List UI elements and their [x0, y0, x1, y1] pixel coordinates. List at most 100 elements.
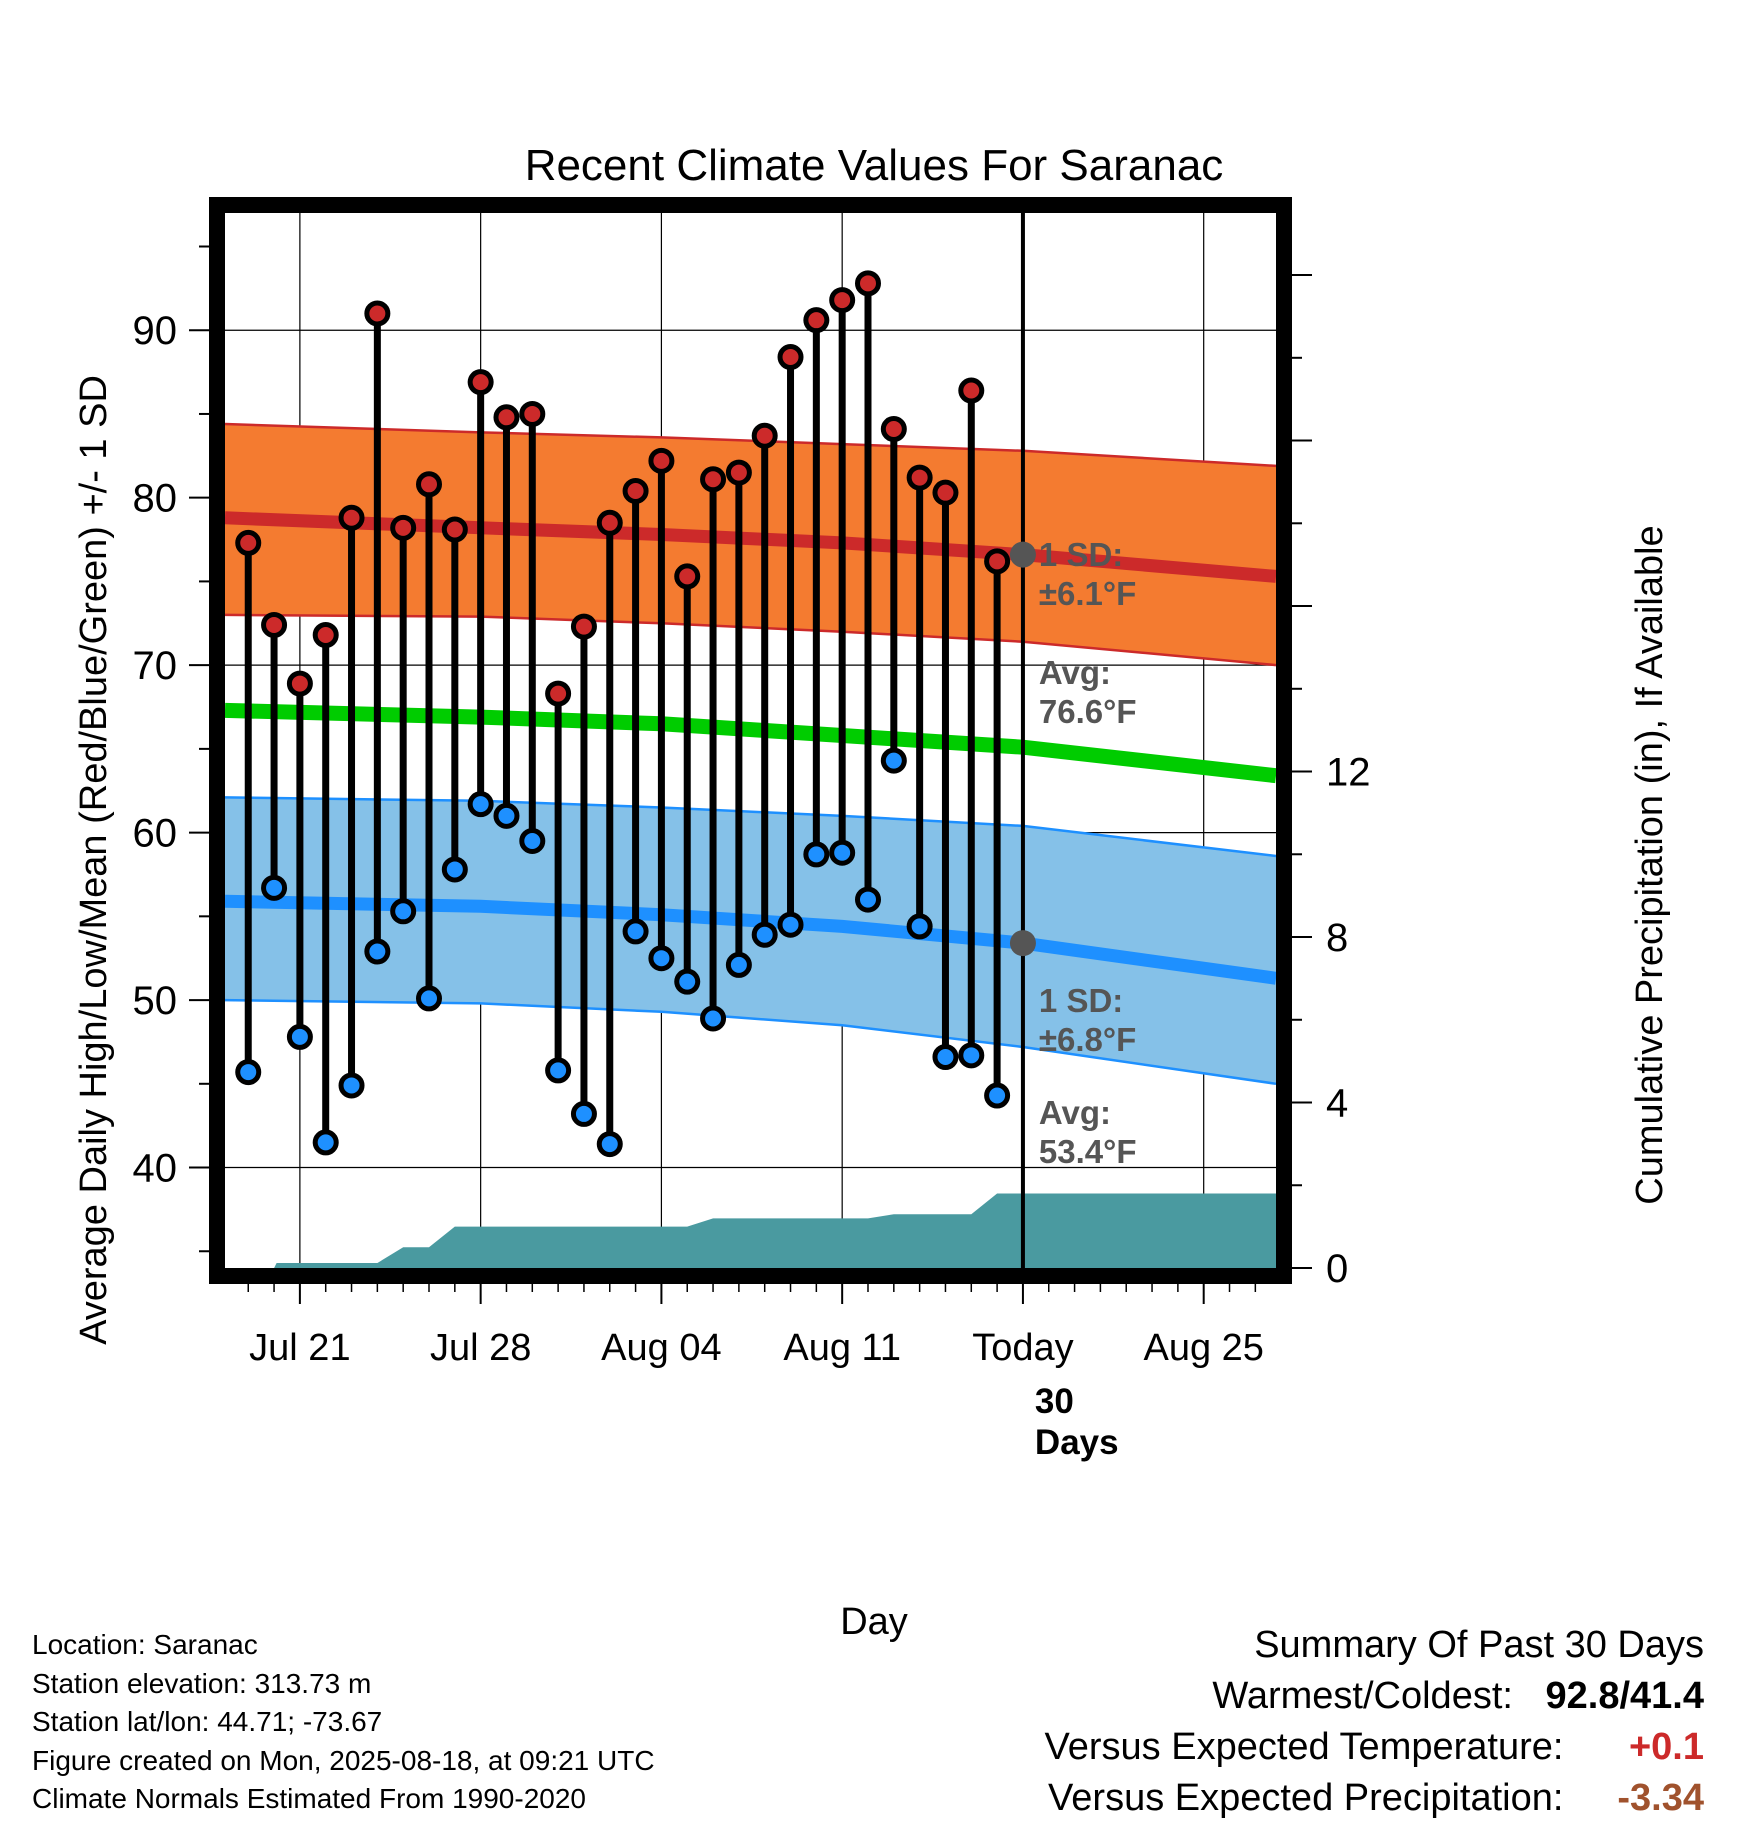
high-sd-upper-line: [224, 422, 1277, 468]
low-point: [390, 898, 417, 925]
y-tick-label: 60: [133, 812, 178, 856]
low-point: [700, 1005, 727, 1032]
low-point: [777, 911, 804, 938]
high-point: [441, 516, 468, 543]
low-point: [725, 951, 752, 978]
summary-warmest-label: Warmest/Coldest:: [1212, 1675, 1513, 1717]
high-point: [725, 459, 752, 486]
x-tick-label: Aug 25: [1143, 1327, 1263, 1369]
low-avg-value: 53.4°F: [1039, 1133, 1137, 1170]
info-elevation: Station elevation: 313.73 m: [32, 1667, 372, 1699]
high-point: [467, 369, 494, 396]
high-point: [854, 270, 881, 297]
high-avg-label: Avg:: [1039, 654, 1111, 691]
y-tick-label: 70: [133, 644, 178, 688]
low-point: [829, 839, 856, 866]
high-point: [751, 422, 778, 449]
high-point: [519, 400, 546, 427]
y-axis-label-right: Cumulative Precipitation (in), If Availa…: [1629, 525, 1671, 1204]
low-point: [286, 1023, 313, 1050]
y-tick-label: 50: [133, 979, 178, 1023]
high-point: [906, 464, 933, 491]
summary-temp-row: Versus Expected Temperature: +0.1: [1045, 1722, 1704, 1773]
y-tick-label: 80: [133, 477, 178, 521]
today-low-avg-point: [1009, 930, 1036, 957]
high-point: [984, 548, 1011, 575]
summary-precip-value: -3.34: [1617, 1777, 1704, 1819]
high-point: [390, 514, 417, 541]
high-sd-lower-line: [224, 613, 1277, 667]
low-point: [416, 985, 443, 1012]
low-point: [906, 913, 933, 940]
high-point: [829, 287, 856, 314]
x-tick-label: Aug 11: [783, 1327, 901, 1369]
summary-precip-label: Versus Expected Precipitation:: [1048, 1777, 1564, 1819]
high-point: [338, 504, 365, 531]
low-point: [519, 827, 546, 854]
x-axis-label: Day: [840, 1601, 908, 1643]
x-tick-label: Jul 21: [249, 1327, 350, 1369]
low-sd-upper-line: [224, 796, 1277, 858]
info-created: Figure created on Mon, 2025-08-18, at 09…: [32, 1744, 655, 1776]
high-sd-value: ±6.1°F: [1039, 575, 1136, 612]
x-tick-label: Today: [972, 1327, 1073, 1369]
high-point: [700, 466, 727, 493]
low-point: [958, 1042, 985, 1069]
plot-frame: [209, 197, 1292, 1284]
low-point: [364, 938, 391, 965]
low-point: [545, 1057, 572, 1084]
low-point: [622, 918, 649, 945]
low-point: [674, 968, 701, 995]
low-point: [467, 791, 494, 818]
daily-markers: [235, 270, 1011, 1158]
summary-warmest-value: 92.8/41.4: [1545, 1675, 1704, 1717]
low-point: [596, 1131, 623, 1158]
high-point: [803, 307, 830, 334]
low-point: [261, 874, 288, 901]
low-point: [493, 802, 520, 829]
info-latlon: Station lat/lon: 44.71; -73.67: [32, 1706, 383, 1737]
high-point: [648, 447, 675, 474]
summary-precip-row: Versus Expected Precipitation: -3.34: [1045, 1773, 1704, 1824]
high-point: [364, 300, 391, 327]
high-point: [545, 680, 572, 707]
high-sd-label: 1 SD:: [1039, 536, 1123, 573]
low-avg-line: [224, 894, 1277, 985]
high-point: [261, 611, 288, 638]
today-marker: [1009, 213, 1036, 1268]
summary-temp-value: +0.1: [1628, 1726, 1704, 1768]
high-point: [932, 479, 959, 506]
chart-title: Recent Climate Values For Saranac: [525, 141, 1224, 190]
high-point: [570, 613, 597, 640]
info-normals: Climate Normals Estimated From 1990-2020: [32, 1783, 586, 1814]
high-avg-value: 76.6°F: [1039, 693, 1137, 730]
station-info: Location: Saranac Station elevation: 313…: [32, 1626, 655, 1819]
precip-area: [225, 1193, 1276, 1268]
high-point: [596, 509, 623, 536]
x-tick-label: Jul 28: [430, 1327, 531, 1369]
low-point: [648, 945, 675, 972]
low-sd-value: ±6.8°F: [1039, 1021, 1136, 1058]
high-point: [622, 477, 649, 504]
low-point: [312, 1129, 339, 1156]
low-point: [441, 856, 468, 883]
days-label-number: 30: [1035, 1382, 1074, 1421]
high-point: [958, 377, 985, 404]
y-tick-label: 90: [133, 309, 178, 353]
high-point: [880, 416, 907, 443]
daily-range-stems: [244, 283, 1001, 1145]
low-avg-label: Avg:: [1039, 1094, 1111, 1131]
normal-bands: [224, 422, 1277, 1086]
low-point: [880, 747, 907, 774]
high-point: [235, 529, 262, 556]
summary-panel: Summary Of Past 30 Days Warmest/Coldest:…: [1045, 1620, 1704, 1824]
axes: 40 50 60 70 80 90 0 4 8 12 Jul 21 Jul 28 Aug 04 Aug 1…: [133, 197, 1371, 1369]
low-point: [803, 841, 830, 868]
summary-warmest-row: Warmest/Coldest: 92.8/41.4: [1045, 1671, 1704, 1722]
summary-temp-label: Versus Expected Temperature:: [1044, 1726, 1564, 1768]
y-right-tick-label: 8: [1326, 916, 1348, 960]
y-tick-label: 40: [133, 1147, 178, 1191]
today-high-avg-point: [1009, 541, 1036, 568]
low-point: [984, 1082, 1011, 1109]
